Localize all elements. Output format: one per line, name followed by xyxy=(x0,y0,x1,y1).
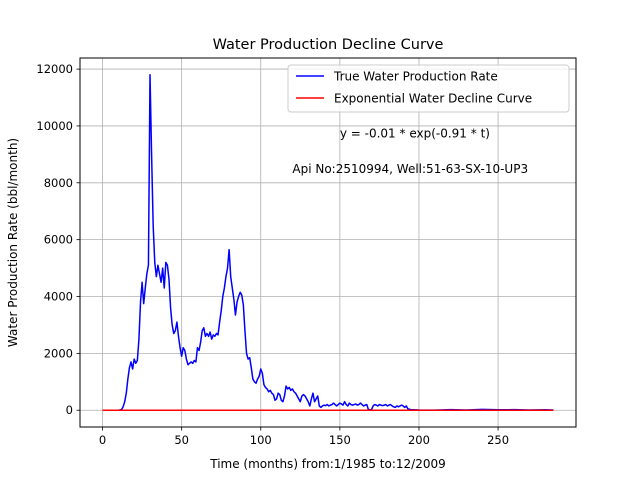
y-axis-label: Water Production Rate (bbl/month) xyxy=(6,138,20,347)
x-tick-label: 250 xyxy=(487,433,509,447)
x-tick-label: 200 xyxy=(408,433,430,447)
y-tick-label: 0 xyxy=(66,403,73,417)
y-tick-label: 10000 xyxy=(36,119,73,133)
y-tick-label: 6000 xyxy=(44,233,73,247)
y-tick-label: 12000 xyxy=(36,62,73,76)
plot-frame xyxy=(79,57,577,428)
chart-title: Water Production Decline Curve xyxy=(213,37,444,53)
annotations: y = -0.01 * exp(-0.91 * t) Api No:2510994… xyxy=(292,126,528,176)
series-layer xyxy=(102,74,554,411)
legend: True Water Production Rate Exponential W… xyxy=(287,64,570,113)
well-info-annotation: Api No:2510994, Well:51-63-SX-10-UP3 xyxy=(292,162,528,176)
equation-annotation: y = -0.01 * exp(-0.91 * t) xyxy=(340,126,490,140)
axis-ticks: 0 50 100 150 200 250 0 2000 4000 6000 8000 10000 120… xyxy=(36,62,509,447)
legend-label-exponential-curve: Exponential Water Decline Curve xyxy=(334,92,532,106)
x-axis-label: Time (months) from:1/1985 to:12/2009 xyxy=(209,457,446,471)
x-tick-label: 100 xyxy=(250,433,272,447)
x-tick-label: 0 xyxy=(99,433,106,447)
legend-box xyxy=(287,64,570,113)
legend-label-true-rate: True Water Production Rate xyxy=(333,70,498,84)
y-tick-label: 4000 xyxy=(44,290,73,304)
x-tick-label: 50 xyxy=(174,433,189,447)
x-tick-label: 150 xyxy=(329,433,351,447)
y-tick-label: 2000 xyxy=(44,346,73,360)
true-water-production-line xyxy=(102,74,554,411)
y-tick-label: 8000 xyxy=(44,176,73,190)
